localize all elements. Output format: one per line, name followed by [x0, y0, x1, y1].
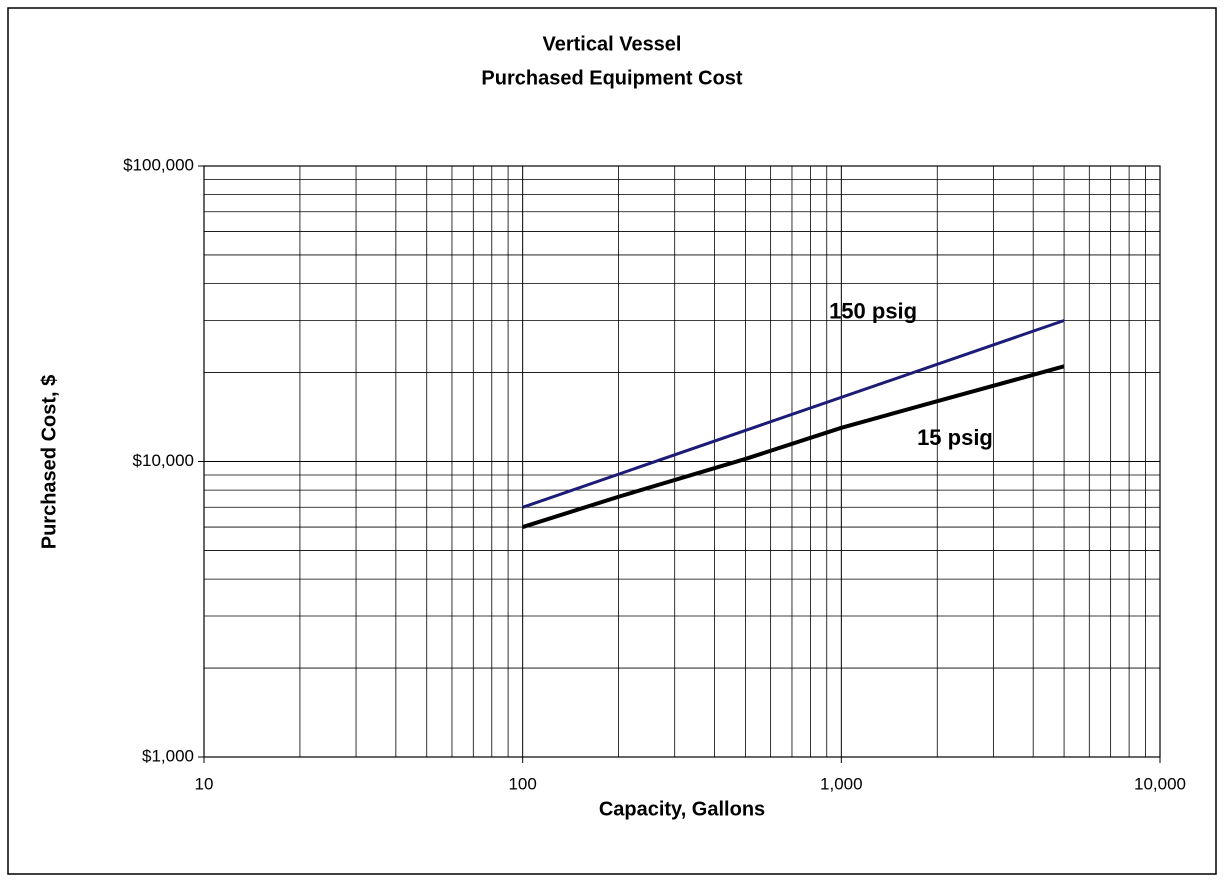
x-tick-label: 10,000 — [1134, 774, 1186, 793]
series-line — [522, 319, 1065, 509]
plot-area — [203, 165, 1161, 758]
series-line — [522, 364, 1065, 529]
x-tick-label: 100 — [508, 774, 536, 793]
chart-subtitle: Purchased Equipment Cost — [481, 67, 742, 89]
chart-border — [7, 7, 1217, 875]
x-tick-label: 10 — [195, 774, 214, 793]
series-label: 15 psig — [917, 425, 993, 450]
y-axis-title: Purchased Cost, $ — [38, 375, 60, 550]
y-tick-label: $10,000 — [133, 451, 194, 470]
chart-title: Vertical Vessel — [542, 33, 681, 55]
y-tick-label: $1,000 — [142, 746, 194, 765]
x-tick-label: 1,000 — [820, 774, 863, 793]
series-label: 150 psig — [829, 298, 917, 323]
y-tick-label: $100,000 — [123, 155, 194, 174]
x-axis-title: Capacity, Gallons — [599, 798, 765, 820]
